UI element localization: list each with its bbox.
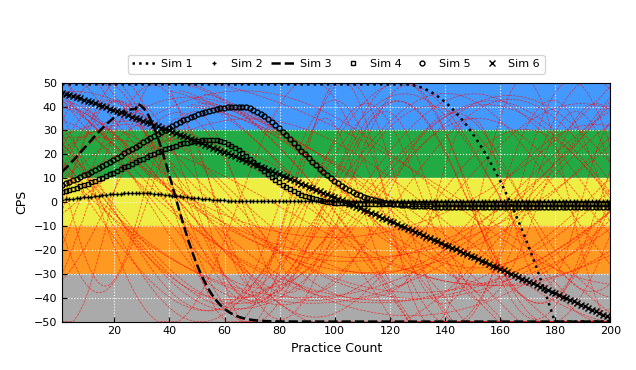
Sim 3 (392, 319, 399, 324)
Sim 1 (530, 259, 538, 264)
Sim 5 (371, 198, 378, 202)
Line: Sim 6: Sim 6 (59, 90, 614, 321)
Sim 3 (455, 319, 462, 324)
Line: Sim 2: Sim 2 (60, 191, 613, 204)
Sim 5 (349, 190, 357, 194)
Line: Sim 4: Sim 4 (60, 138, 613, 207)
Sim 3 (58, 170, 66, 174)
Sim 2 (132, 191, 139, 195)
Sim 5 (515, 205, 522, 209)
Sim 2 (371, 199, 378, 204)
Sim 6 (345, 201, 353, 206)
Sim 2 (279, 199, 287, 204)
Sim 2 (441, 199, 448, 204)
Sim 3 (408, 319, 416, 324)
Sim 2 (518, 199, 526, 204)
Sim 6 (58, 91, 66, 95)
Sim 2 (242, 199, 250, 203)
Sim 3 (532, 319, 539, 324)
Bar (62, 83, 611, 130)
Sim 3 (476, 319, 483, 324)
Sim 5 (58, 183, 66, 187)
Sim 5 (235, 104, 242, 109)
Sim 3 (377, 319, 385, 324)
Sim 6 (238, 157, 246, 162)
Sim 4 (371, 202, 378, 206)
Bar (62, 178, 611, 226)
Sim 2 (515, 199, 522, 204)
Line: Sim 5: Sim 5 (60, 104, 613, 209)
Sim 5 (607, 205, 614, 209)
Sim 3 (133, 102, 141, 106)
Sim 5 (441, 205, 448, 209)
Sim 6 (438, 241, 445, 245)
Sim 1 (377, 82, 384, 87)
Sim 4 (607, 202, 614, 207)
X-axis label: Practice Count: Practice Count (291, 342, 382, 355)
Sim 4 (349, 202, 357, 206)
Sim 3 (607, 319, 614, 324)
Sim 6 (275, 172, 283, 176)
Sim 6 (368, 211, 375, 215)
Sim 3 (92, 133, 99, 138)
Bar (62, 226, 611, 274)
Sim 6 (607, 316, 614, 320)
Line: Sim 1: Sim 1 (62, 84, 611, 322)
Sim 2 (349, 199, 357, 204)
Y-axis label: CPS: CPS (15, 190, 28, 214)
Sim 1 (551, 319, 558, 324)
Sim 4 (279, 182, 287, 187)
Bar (62, 274, 611, 322)
Sim 1 (391, 82, 399, 87)
Sim 4 (205, 138, 213, 142)
Sim 1 (607, 319, 614, 324)
Sim 2 (607, 199, 614, 204)
Sim 1 (408, 83, 415, 87)
Sim 4 (441, 202, 448, 207)
Sim 1 (92, 82, 99, 87)
Sim 4 (58, 190, 66, 194)
Sim 4 (515, 202, 522, 207)
Sim 4 (242, 154, 250, 158)
Bar (62, 130, 611, 178)
Sim 1 (58, 82, 66, 87)
Line: Sim 3: Sim 3 (62, 104, 611, 322)
Sim 6 (511, 273, 518, 278)
Legend: Sim 1, Sim 2, Sim 3, Sim 4, Sim 5, Sim 6: Sim 1, Sim 2, Sim 3, Sim 4, Sim 5, Sim 6 (128, 55, 544, 74)
Sim 5 (242, 105, 250, 110)
Sim 2 (58, 197, 66, 202)
Sim 5 (279, 130, 287, 134)
Sim 1 (474, 139, 481, 144)
